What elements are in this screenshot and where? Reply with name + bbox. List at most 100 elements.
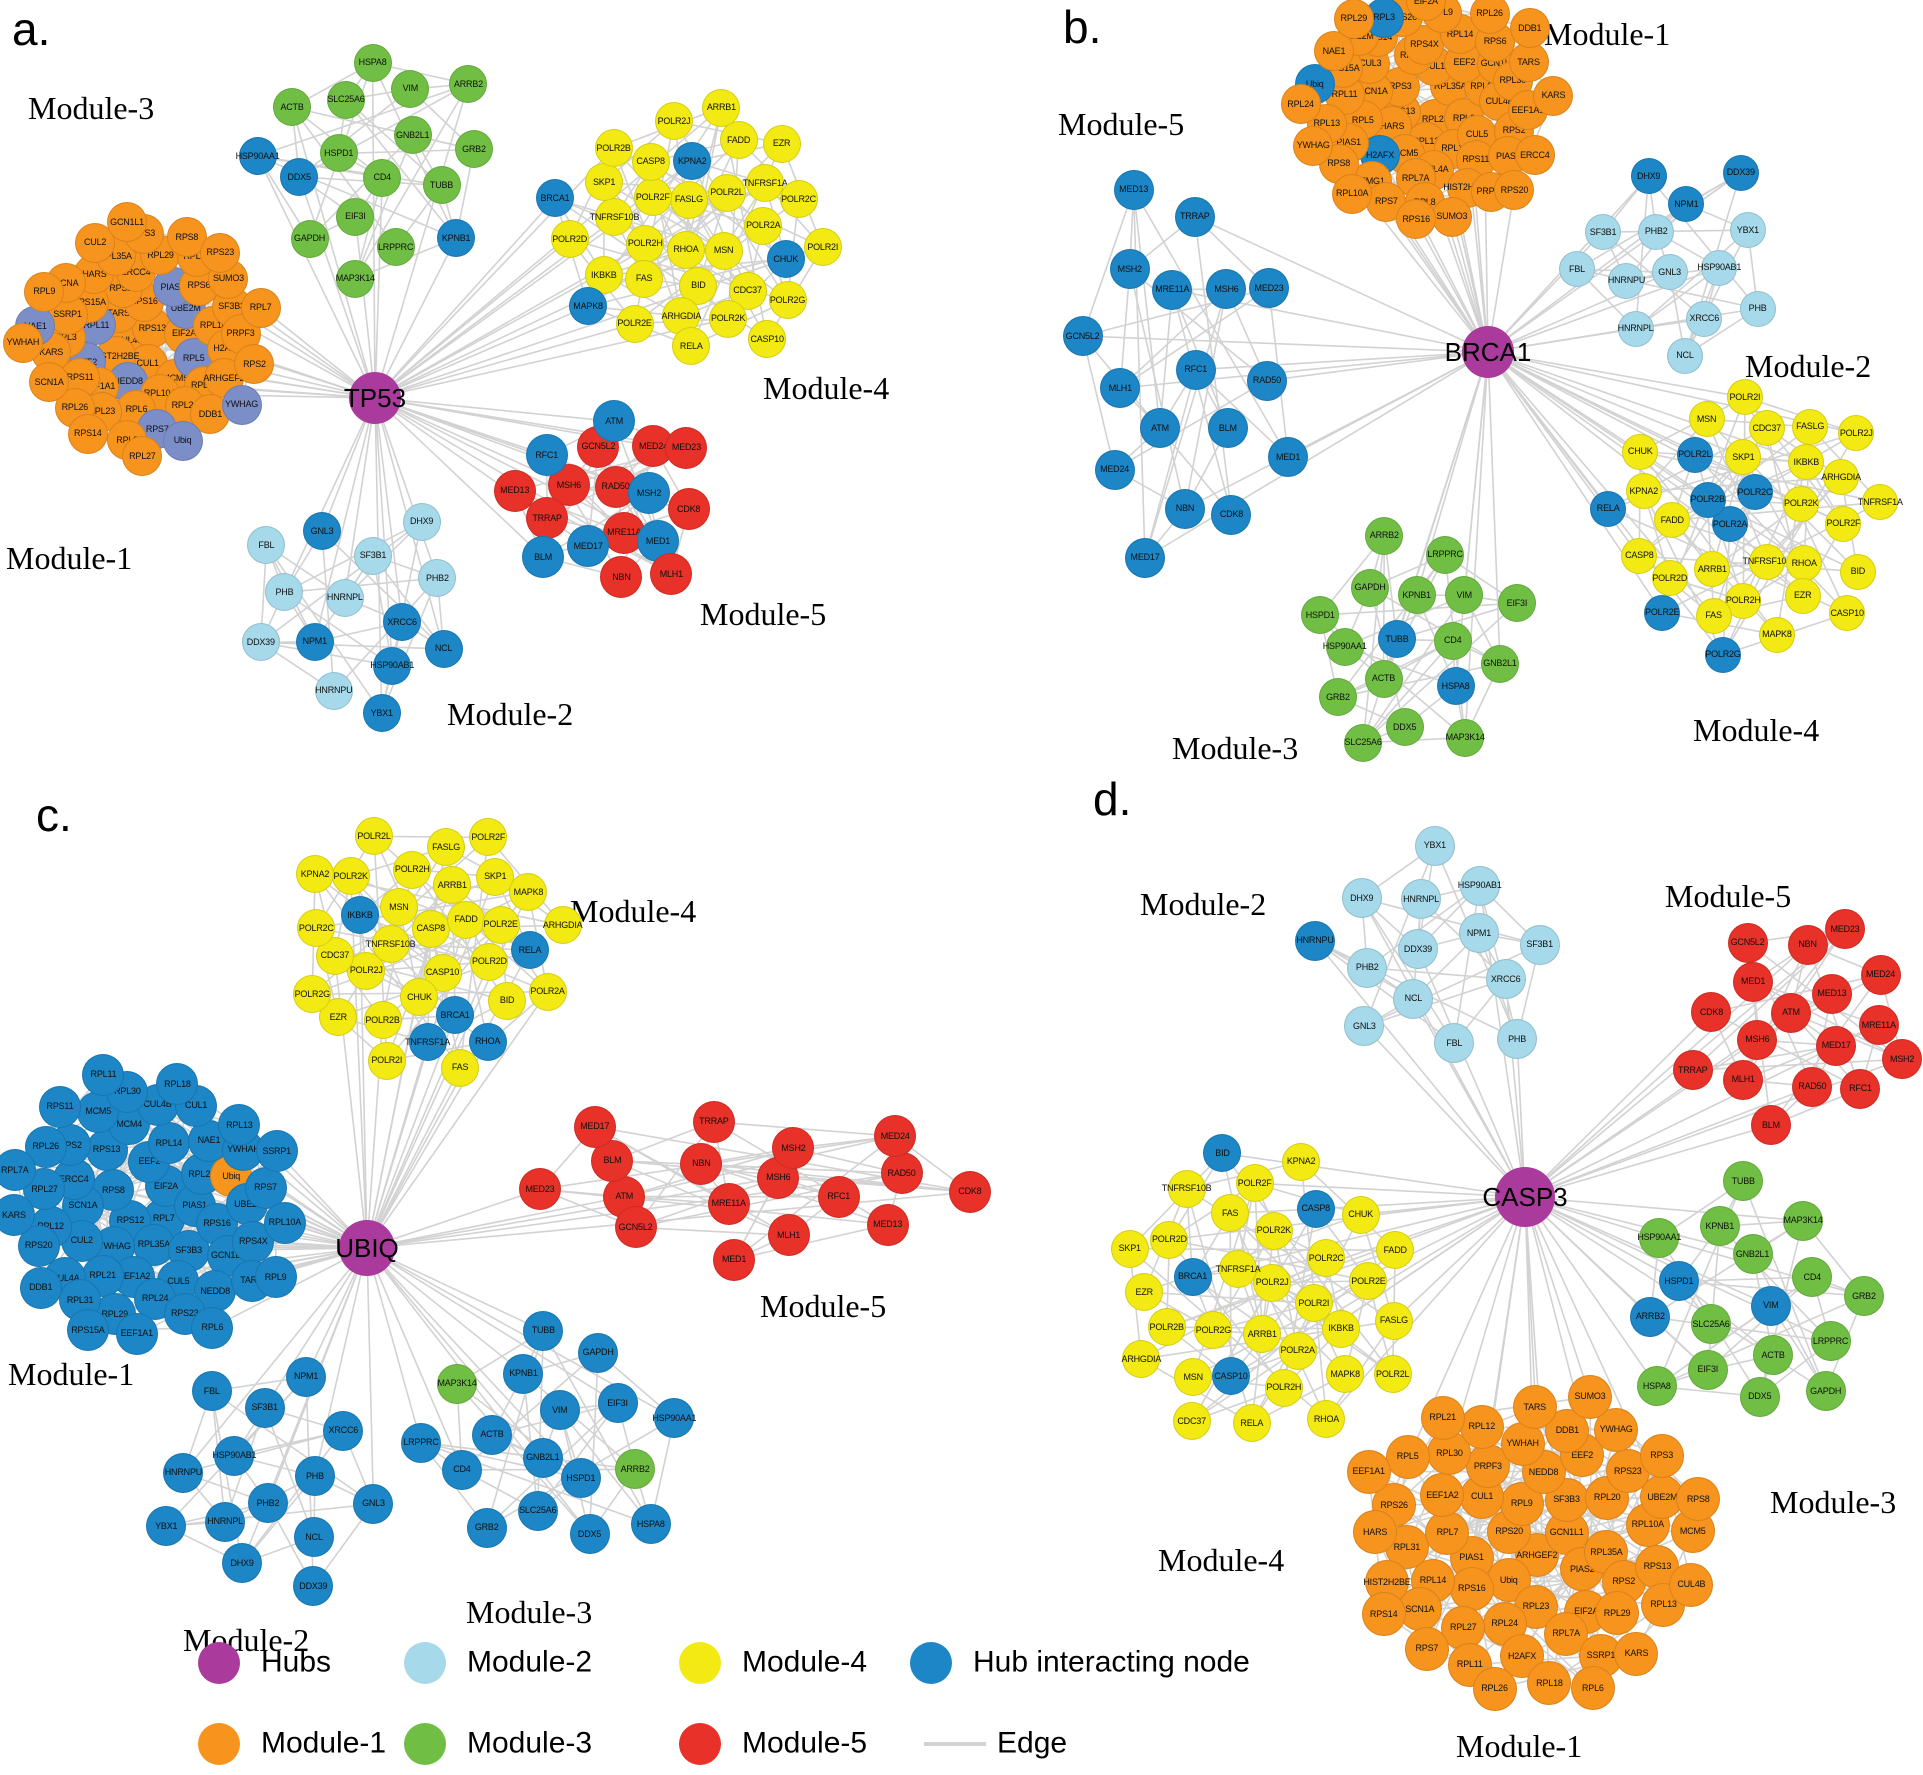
- module-label: Module-4: [1693, 712, 1820, 748]
- node-XRCC6: XRCC6: [323, 1410, 364, 1451]
- node-POLR2B: POLR2B: [594, 129, 633, 168]
- node-NCL: NCL: [1393, 978, 1434, 1019]
- node-RPS20: RPS20: [1494, 170, 1535, 211]
- node-HSP90AA1: HSP90AA1: [1637, 1217, 1681, 1258]
- module-label: Module-5: [1058, 106, 1185, 142]
- node-FBL: FBL: [1434, 1023, 1475, 1064]
- node-POLR2A: POLR2A: [1278, 1331, 1317, 1370]
- node-RPL5: RPL5: [1385, 1434, 1430, 1479]
- node-CASP8: CASP8: [1621, 537, 1658, 574]
- module-label: Module-4: [1158, 1542, 1285, 1578]
- node-YBX1: YBX1: [1414, 825, 1455, 866]
- node-EZR: EZR: [1784, 577, 1821, 614]
- node-SLC25A6: SLC25A6: [1691, 1304, 1732, 1345]
- node-MED23: MED23: [1249, 268, 1290, 309]
- node-KPNB1: KPNB1: [503, 1353, 544, 1394]
- node-HSP90AB1: HSP90AB1: [1697, 249, 1741, 286]
- node-YBX1: YBX1: [146, 1506, 187, 1547]
- panel-letter: a.: [12, 3, 51, 55]
- node-BLM: BLM: [522, 536, 565, 579]
- node-TNFRSF1A: TNFRSF1A: [1858, 484, 1903, 521]
- node-RPS11: RPS11: [38, 1085, 81, 1128]
- node-BID: BID: [1839, 553, 1876, 590]
- node-MED17: MED17: [1816, 1025, 1857, 1066]
- node-RELA: RELA: [1590, 490, 1627, 527]
- node-HNRNPU: HNRNPU: [163, 1452, 204, 1493]
- node-SF3B1: SF3B1: [1585, 214, 1622, 251]
- node-POLR2L: POLR2L: [707, 173, 746, 212]
- node-GNL3: GNL3: [1651, 254, 1688, 291]
- node-TNFRSF10B: TNFRSF10B: [590, 198, 639, 237]
- node-NPM1: NPM1: [286, 1356, 327, 1397]
- node-BID: BID: [1203, 1134, 1242, 1173]
- node-POLR2F: POLR2F: [469, 818, 508, 857]
- node-ERCC4: ERCC4: [1514, 135, 1555, 176]
- node-DDX39: DDX39: [293, 1566, 334, 1607]
- node-ATM: ATM: [1140, 408, 1181, 449]
- module-label: Module-1: [1456, 1728, 1583, 1764]
- node-POLR2B: POLR2B: [1689, 481, 1726, 518]
- node-GAPDH: GAPDH: [578, 1332, 619, 1373]
- node-FAS: FAS: [441, 1048, 480, 1087]
- node-RPS2: RPS2: [234, 344, 275, 385]
- node-RELA: RELA: [1232, 1404, 1271, 1443]
- legend-swatch-module1: [198, 1723, 240, 1765]
- node-MED1: MED1: [1733, 961, 1774, 1002]
- node-TRRAP: TRRAP: [526, 497, 569, 540]
- node-POLR2D: POLR2D: [470, 942, 509, 981]
- node-DHX9: DHX9: [222, 1543, 263, 1584]
- node-PHB: PHB: [1497, 1019, 1538, 1060]
- node-POLR2H: POLR2H: [393, 850, 432, 889]
- node-RPS15A: RPS15A: [66, 1309, 109, 1352]
- node-SUMO3: SUMO3: [1431, 196, 1472, 237]
- node-ARRB1: ARRB1: [433, 866, 472, 905]
- hub-node: TP53: [344, 372, 406, 424]
- node-GNB2L1: GNB2L1: [393, 116, 432, 155]
- node-ARHGDIA: ARHGDIA: [543, 906, 583, 945]
- node-CHUK: CHUK: [1622, 433, 1659, 470]
- module-label: Module-3: [466, 1594, 593, 1630]
- node-POLR2J: POLR2J: [1838, 415, 1875, 452]
- node-RPS14: RPS14: [1361, 1592, 1406, 1637]
- node-RHOA: RHOA: [1786, 545, 1823, 582]
- node-MED1: MED1: [637, 520, 679, 563]
- node-HSPD1: HSPD1: [319, 134, 358, 173]
- node-XRCC6: XRCC6: [383, 603, 422, 642]
- node-POLR2E: POLR2E: [1349, 1262, 1388, 1301]
- node-MLH1: MLH1: [650, 553, 693, 596]
- node-FASLG: FASLG: [427, 828, 466, 867]
- node-DDX5: DDX5: [1385, 708, 1424, 747]
- node-GNL3: GNL3: [1344, 1006, 1385, 1047]
- node-SLC25A6: SLC25A6: [517, 1490, 558, 1531]
- node-LRPPRC: LRPPRC: [376, 228, 415, 267]
- node-MED13: MED13: [1811, 973, 1852, 1014]
- node-KARS: KARS: [0, 1194, 35, 1237]
- node-YBX1: YBX1: [1729, 212, 1766, 249]
- module-label: Module-5: [700, 596, 827, 632]
- node-POLR2E: POLR2E: [481, 905, 520, 944]
- node-TNFRSF1A: TNFRSF1A: [405, 1023, 450, 1062]
- node-RPS16: RPS16: [1449, 1566, 1494, 1611]
- node-YWHAH: YWHAH: [2, 322, 43, 363]
- module-label: Module-2: [1745, 348, 1872, 384]
- node-POLR2C: POLR2C: [1736, 474, 1773, 511]
- node-FADD: FADD: [1654, 502, 1691, 539]
- node-POLR2C: POLR2C: [779, 180, 818, 219]
- node-HNRNPL: HNRNPL: [1401, 879, 1442, 920]
- node-RHOA: RHOA: [666, 230, 705, 269]
- node-FASLG: FASLG: [1374, 1301, 1413, 1340]
- node-PHB: PHB: [1739, 290, 1776, 327]
- node-MAP3K14: MAP3K14: [1446, 718, 1485, 757]
- module-label: Module-2: [1140, 886, 1267, 922]
- node-KPNA2: KPNA2: [673, 142, 712, 181]
- node-POLR2I: POLR2I: [367, 1041, 406, 1080]
- node-NBN: NBN: [680, 1142, 723, 1185]
- node-MAPK8: MAPK8: [509, 873, 548, 912]
- node-MED1: MED1: [1268, 437, 1309, 478]
- node-MED17: MED17: [573, 1105, 616, 1148]
- node-POLR2B: POLR2B: [1147, 1308, 1186, 1347]
- node-MSN: MSN: [704, 231, 743, 270]
- module-label: Module-5: [1665, 878, 1792, 914]
- node-MED24: MED24: [1860, 954, 1901, 995]
